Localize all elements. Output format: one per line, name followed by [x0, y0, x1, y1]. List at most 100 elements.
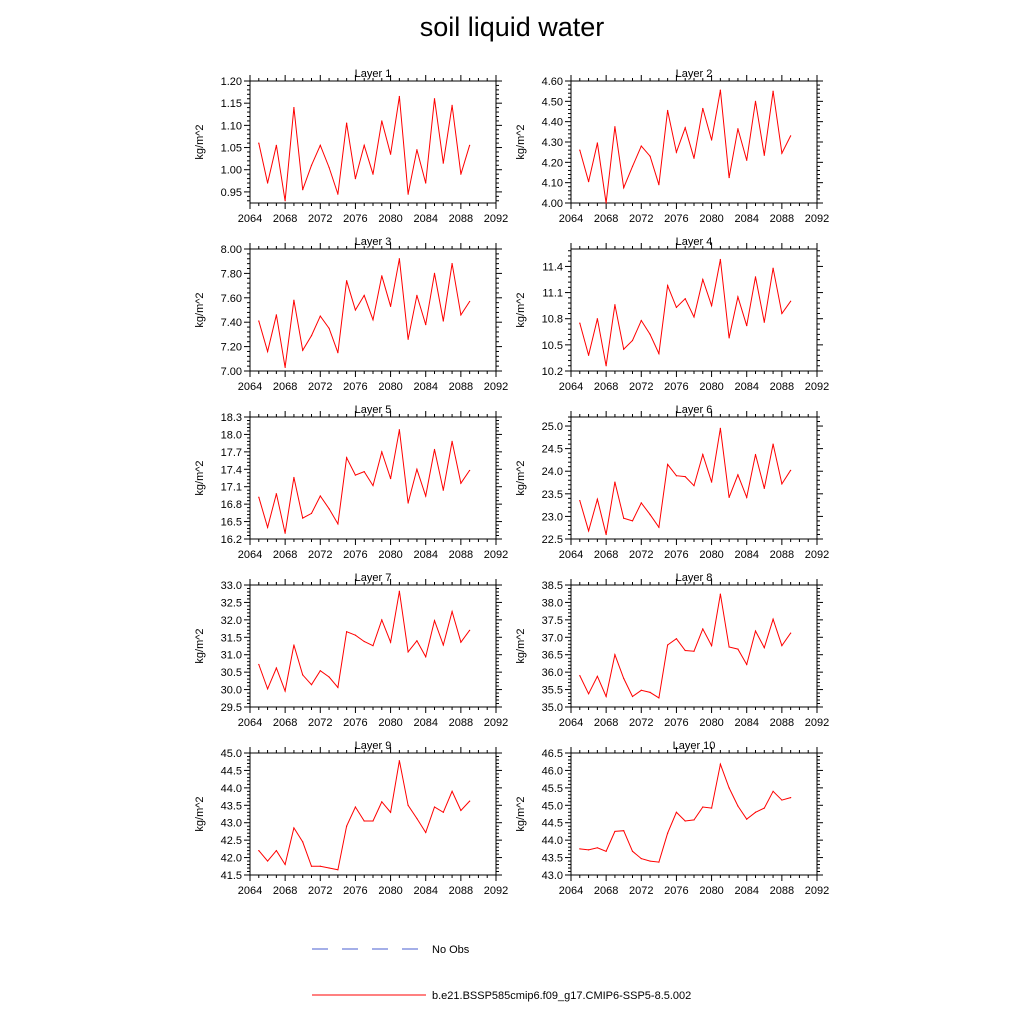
panel-layer-8: Layer 8 2064 2068 2072 2076 2080 2084 2088 2092 3… [515, 572, 829, 729]
y-tick-label: 42.0 [221, 853, 242, 865]
data-point [346, 280, 348, 282]
data-point [425, 182, 427, 184]
data-point [469, 300, 471, 303]
data-point [284, 200, 286, 202]
data-point [310, 335, 313, 337]
data-point [658, 697, 660, 699]
data-point [337, 523, 339, 525]
y-tick-label: 32.0 [221, 615, 242, 627]
y-tick-label: 46.5 [542, 748, 563, 760]
data-point [640, 145, 642, 147]
x-tick-label: 2080 [378, 213, 402, 225]
y-axis-label: kg/m^2 [515, 628, 527, 663]
x-tick-label: 2068 [594, 717, 618, 729]
series-line [258, 760, 470, 871]
y-tick-label: 29.5 [221, 702, 242, 714]
y-tick-label: 23.5 [542, 489, 563, 501]
x-tick-label: 2068 [273, 549, 297, 561]
data-point [658, 184, 660, 186]
panel-title: Layer 4 [676, 236, 713, 248]
data-point [728, 496, 730, 499]
data-point [737, 474, 739, 476]
y-tick-label: 4.20 [542, 157, 563, 169]
data-point [790, 300, 792, 302]
x-tick-label: 2072 [308, 885, 332, 897]
data-point [389, 811, 392, 813]
legend: No Obs b.e21.BSSP585cmip6.f09_g17.CMIP6-S… [312, 944, 691, 1002]
x-tick-label: 2092 [805, 213, 829, 225]
y-tick-label: 1.20 [221, 76, 242, 88]
y-tick-label: 44.5 [542, 818, 563, 830]
x-tick-label: 2080 [699, 549, 723, 561]
y-tick-label: 23.0 [542, 511, 563, 523]
y-tick-label: 45.0 [542, 800, 563, 812]
x-tick-label: 2068 [594, 213, 618, 225]
y-tick-label: 45.0 [221, 748, 242, 760]
data-point [614, 654, 616, 656]
panel-title: Layer 2 [676, 68, 713, 80]
data-point [258, 496, 260, 498]
data-point [372, 645, 374, 647]
data-point [631, 850, 634, 852]
data-point [346, 457, 348, 459]
y-tick-label: 1.00 [221, 165, 242, 177]
data-point [460, 482, 462, 484]
data-point [275, 850, 277, 852]
data-point [746, 496, 748, 499]
data-point [451, 440, 453, 442]
y-tick-label: 17.1 [221, 482, 242, 494]
x-tick-label: 2092 [484, 549, 508, 561]
data-point [372, 820, 374, 822]
data-point [754, 630, 757, 632]
y-tick-label: 36.5 [542, 650, 563, 662]
y-tick-label: 11.4 [542, 261, 563, 273]
data-point [284, 690, 286, 692]
data-point [623, 517, 625, 519]
y-tick-label: 43.5 [221, 800, 242, 812]
data-point [258, 320, 260, 322]
data-point [737, 805, 739, 807]
x-tick-label: 2084 [734, 549, 758, 561]
data-point [763, 154, 765, 156]
data-point [631, 339, 634, 342]
data-point [737, 296, 739, 298]
data-point [623, 830, 625, 832]
data-point [389, 641, 392, 643]
data-point [407, 651, 409, 653]
data-point [772, 618, 774, 620]
y-axis-label: kg/m^2 [515, 460, 527, 495]
x-tick-label: 2088 [449, 549, 473, 561]
x-tick-label: 2072 [308, 381, 332, 393]
y-tick-label: 30.5 [221, 667, 242, 679]
x-tick-label: 2064 [238, 549, 262, 561]
data-point [354, 806, 357, 808]
data-point [781, 152, 783, 154]
data-point [640, 502, 642, 504]
data-point [398, 590, 400, 592]
series-line [258, 429, 471, 534]
data-point [605, 202, 607, 204]
data-point [790, 135, 792, 137]
panel-title: Layer 6 [676, 404, 713, 416]
data-point [302, 189, 304, 191]
data-point [658, 352, 660, 355]
y-tick-label: 10.2 [542, 366, 563, 378]
data-point [460, 641, 462, 643]
y-tick-label: 17.4 [221, 464, 242, 476]
data-point [675, 151, 678, 153]
data-point [328, 867, 330, 869]
x-tick-label: 2084 [413, 549, 437, 561]
data-point [372, 484, 374, 487]
data-point [728, 646, 730, 648]
x-tick-label: 2064 [559, 549, 583, 561]
y-tick-label: 33.0 [221, 580, 242, 592]
data-point [407, 193, 409, 195]
data-point [605, 850, 607, 852]
data-point [293, 107, 295, 109]
data-point [605, 533, 607, 536]
data-point [763, 647, 765, 649]
panel-layer-9: Layer 9 2064 2068 2072 2076 2080 2084 2088 2092 4… [194, 740, 508, 897]
data-point [433, 448, 436, 451]
y-tick-label: 46.0 [542, 765, 563, 777]
x-tick-label: 2092 [805, 549, 829, 561]
